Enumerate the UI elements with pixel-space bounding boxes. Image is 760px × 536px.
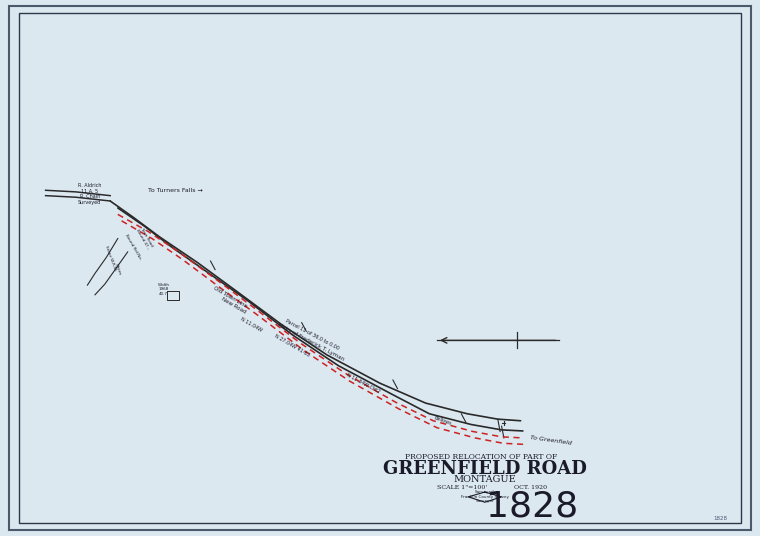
Text: 1828: 1828 bbox=[714, 516, 727, 522]
Text: Bound Ref.No.: Bound Ref.No. bbox=[124, 233, 142, 260]
Text: SCALE 1"=100': SCALE 1"=100' bbox=[437, 485, 487, 490]
Text: Town Road
Bound 47...: Town Road Bound 47... bbox=[135, 226, 154, 251]
Text: Stone W.R.W.: Stone W.R.W. bbox=[103, 245, 117, 272]
Text: MONTAGUE: MONTAGUE bbox=[454, 475, 516, 484]
Text: N 11.04W: N 11.04W bbox=[239, 316, 263, 332]
Text: Width
1968
40.7: Width 1968 40.7 bbox=[157, 283, 169, 296]
Text: GREENFIELD ROAD: GREENFIELD ROAD bbox=[383, 460, 587, 478]
Text: Bellows: Bellows bbox=[433, 415, 452, 426]
Text: To Greenfield: To Greenfield bbox=[530, 435, 572, 446]
Text: Parcel 11 of 36.0 to 0.00: Parcel 11 of 36.0 to 0.00 bbox=[285, 319, 340, 351]
Text: OCT. 1920: OCT. 1920 bbox=[514, 485, 547, 490]
Text: Old Town Line: Old Town Line bbox=[213, 286, 248, 309]
Text: R. Aldrich
11 A. 5
R. Chain
Surveyed: R. Aldrich 11 A. 5 R. Chain Surveyed bbox=[78, 183, 101, 205]
Text: N 11.34W Cht2: N 11.34W Cht2 bbox=[346, 373, 381, 394]
Text: New Road: New Road bbox=[220, 296, 247, 315]
Text: N 27.04W 41-63: N 27.04W 41-63 bbox=[274, 333, 311, 358]
Text: PROPOSED RELOCATION OF PART OF: PROPOSED RELOCATION OF PART OF bbox=[405, 453, 557, 460]
Text: Heirs of Frederick T. Lyman: Heirs of Frederick T. Lyman bbox=[277, 322, 345, 362]
Text: Metes: Metes bbox=[114, 263, 122, 276]
Text: 1828: 1828 bbox=[486, 489, 578, 524]
Text: To Turners Falls →: To Turners Falls → bbox=[148, 188, 203, 193]
Text: Surveyed
Franklin County Survey
Surveyor: Surveyed Franklin County Survey Surveyor bbox=[461, 490, 509, 503]
